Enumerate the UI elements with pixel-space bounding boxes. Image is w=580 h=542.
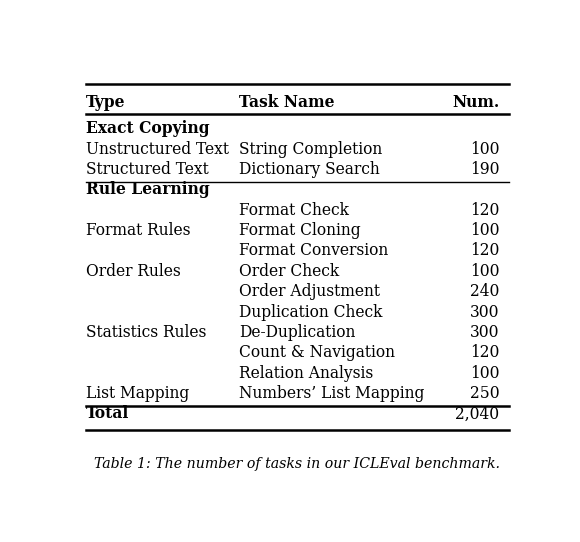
Text: Task Name: Task Name <box>239 94 334 111</box>
Text: 100: 100 <box>470 263 499 280</box>
Text: Format Rules: Format Rules <box>86 222 190 239</box>
Text: Numbers’ List Mapping: Numbers’ List Mapping <box>239 385 424 402</box>
Text: Count & Navigation: Count & Navigation <box>239 344 395 362</box>
Text: Total: Total <box>86 405 129 422</box>
Text: Duplication Check: Duplication Check <box>239 304 382 320</box>
Text: Rule Learning: Rule Learning <box>86 181 210 198</box>
Text: Relation Analysis: Relation Analysis <box>239 365 373 382</box>
Text: Num.: Num. <box>452 94 499 111</box>
Text: Unstructured Text: Unstructured Text <box>86 140 229 158</box>
Text: List Mapping: List Mapping <box>86 385 189 402</box>
Text: Statistics Rules: Statistics Rules <box>86 324 206 341</box>
Text: Table 1: The number of tasks in our ICLEval benchmark.: Table 1: The number of tasks in our ICLE… <box>94 456 500 470</box>
Text: Format Conversion: Format Conversion <box>239 242 388 260</box>
Text: 100: 100 <box>470 365 499 382</box>
Text: 2,040: 2,040 <box>455 405 499 422</box>
Text: 100: 100 <box>470 222 499 239</box>
Text: Format Check: Format Check <box>239 202 349 218</box>
Text: Exact Copying: Exact Copying <box>86 120 209 137</box>
Text: Order Check: Order Check <box>239 263 339 280</box>
Text: 120: 120 <box>470 202 499 218</box>
Text: 120: 120 <box>470 344 499 362</box>
Text: 300: 300 <box>470 324 499 341</box>
Text: Format Cloning: Format Cloning <box>239 222 360 239</box>
Text: 100: 100 <box>470 140 499 158</box>
Text: De-Duplication: De-Duplication <box>239 324 355 341</box>
Text: String Completion: String Completion <box>239 140 382 158</box>
Text: Type: Type <box>86 94 125 111</box>
Text: 250: 250 <box>470 385 499 402</box>
Text: 240: 240 <box>470 283 499 300</box>
Text: Order Adjustment: Order Adjustment <box>239 283 380 300</box>
Text: Order Rules: Order Rules <box>86 263 181 280</box>
Text: Structured Text: Structured Text <box>86 161 209 178</box>
Text: Dictionary Search: Dictionary Search <box>239 161 379 178</box>
Text: 120: 120 <box>470 242 499 260</box>
Text: 190: 190 <box>470 161 499 178</box>
Text: 300: 300 <box>470 304 499 320</box>
